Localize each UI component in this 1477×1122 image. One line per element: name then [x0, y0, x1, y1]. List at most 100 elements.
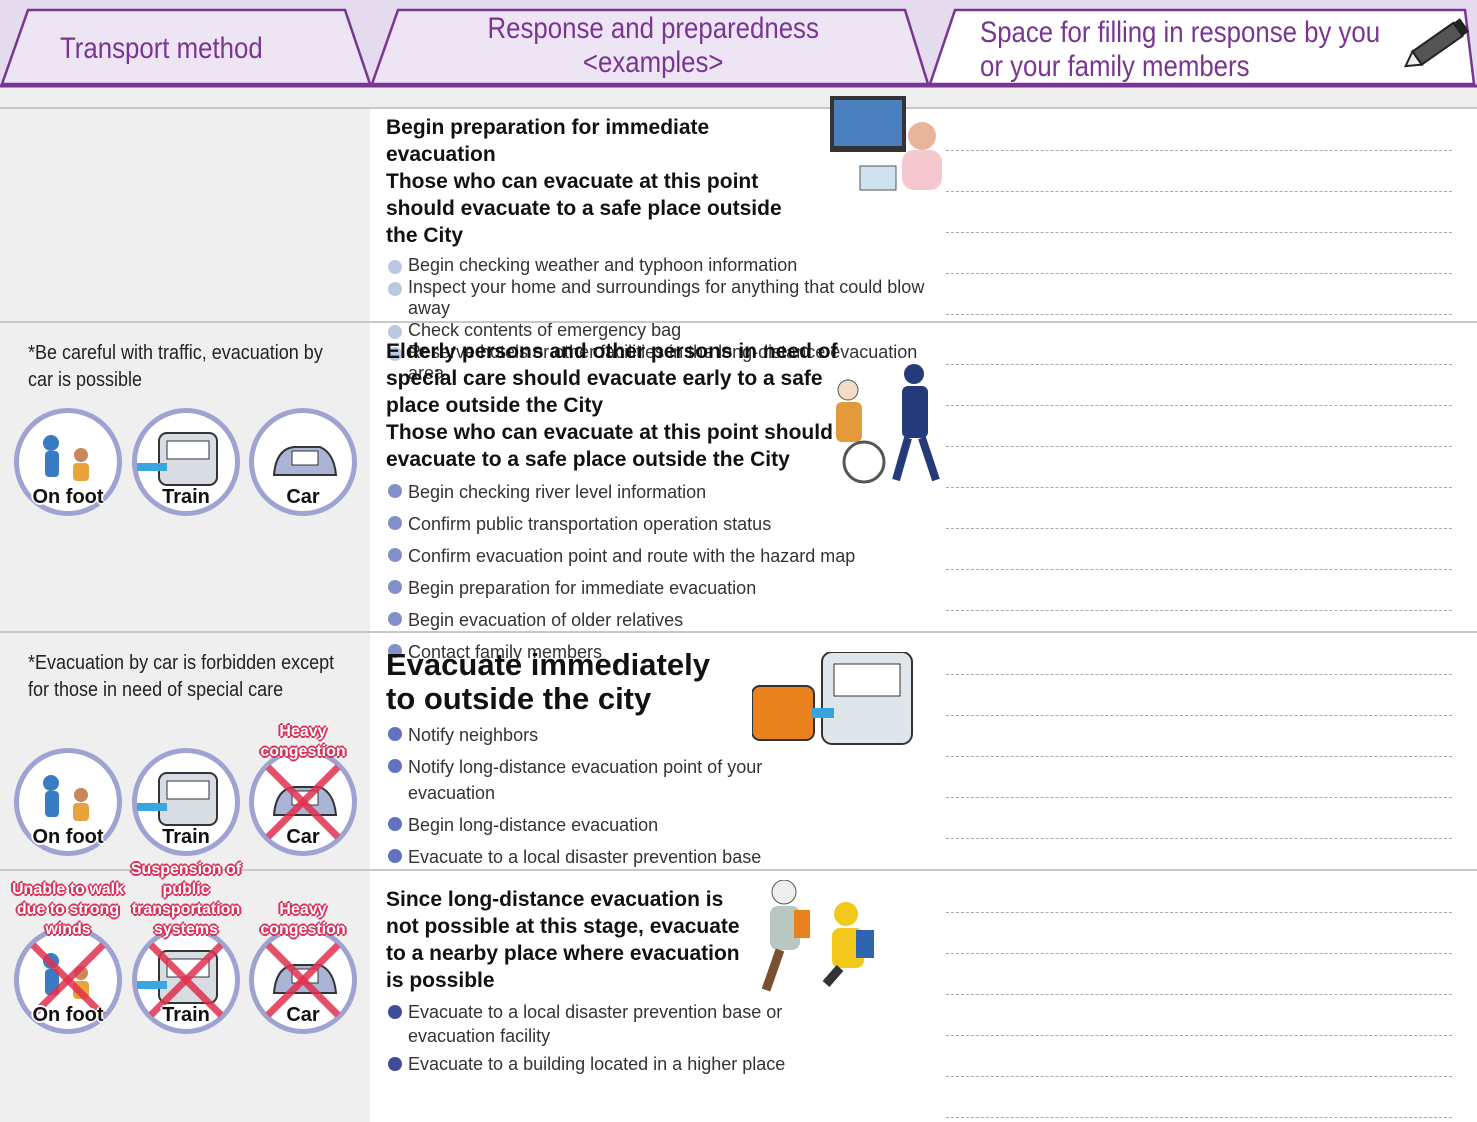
bullet-dot	[388, 325, 402, 339]
bullet-text: Notify neighbors	[408, 725, 539, 745]
illustration	[830, 96, 942, 191]
response-heading: Elderly persons and other persons in nee…	[386, 338, 846, 473]
mode-label: Car	[286, 486, 320, 508]
bullet-text: Begin preparation for immediate evacuati…	[408, 578, 757, 598]
illustration	[752, 652, 913, 745]
bullet-dot	[388, 727, 402, 741]
bullet-dot	[388, 612, 402, 626]
fill-in-line	[946, 446, 1452, 447]
fill-in-line	[946, 487, 1452, 488]
fill-in-line	[946, 405, 1452, 406]
fill-in-cell	[940, 632, 1477, 870]
mode-status: Heavy congestion	[260, 723, 346, 760]
bullet-text: Confirm public transportation operation …	[408, 514, 772, 534]
mode-picture	[137, 772, 218, 826]
row-divider	[0, 321, 1477, 323]
bullet-text: Contact family members	[408, 642, 603, 662]
bullet-text: Begin checking river level information	[408, 482, 707, 502]
fill-in-line	[946, 674, 1452, 675]
bullet-dot	[388, 548, 402, 562]
bullet-item: Begin long-distance evacuation	[386, 812, 768, 838]
bullet-text: Begin long-distance evacuation	[408, 815, 659, 835]
mode-icon: Car	[249, 926, 357, 1034]
illustration	[761, 880, 874, 992]
bullet-dot	[388, 260, 402, 274]
mode-status: Unable to walk due to strong winds	[11, 881, 125, 938]
bullet-item: Confirm public transportation operation …	[386, 511, 868, 537]
bullet-item: Inspect your home and surroundings for a…	[386, 277, 948, 319]
mode-icon: Train	[132, 748, 240, 856]
mode-label: Train	[162, 826, 210, 848]
mode-picture	[137, 942, 224, 1018]
bullet-item: Notify long-distance evacuation point of…	[386, 754, 768, 806]
row-divider	[0, 869, 1477, 871]
mode-picture	[265, 764, 341, 840]
fill-in-line	[946, 1035, 1452, 1036]
bullet-item: Evacuate to a local disaster prevention …	[386, 1000, 788, 1048]
mode-label: On foot	[32, 486, 104, 508]
fill-in-line	[946, 528, 1452, 529]
response-block: Begin preparation for immediate evacuati…	[386, 114, 936, 385]
bullet-dot	[388, 484, 402, 498]
fill-in-line	[946, 994, 1452, 995]
bullet-text: Inspect your home and surroundings for a…	[408, 277, 925, 318]
mode-icon: On foot	[14, 408, 122, 516]
row-divider	[0, 631, 1477, 633]
response-heading: Begin preparation for immediate evacuati…	[386, 114, 806, 249]
bullet-dot	[388, 759, 402, 773]
fill-in-line	[946, 756, 1452, 757]
header-band	[0, 0, 1477, 108]
transport-note: *Evacuation by car is forbidden except f…	[28, 652, 335, 701]
response-heading: Since long-distance evacuation is not po…	[386, 886, 746, 994]
heading-text: Those who can evacuate at this point sho…	[386, 421, 833, 471]
fill-in-line	[946, 191, 1452, 192]
bullet-item: Begin preparation for immediate evacuati…	[386, 575, 868, 601]
fill-in-line	[946, 797, 1452, 798]
mode-status: Heavy congestion	[260, 901, 346, 938]
mode-label: On foot	[32, 1004, 104, 1026]
transport-cell	[0, 108, 370, 322]
mode-status: Suspension of public transportation syst…	[130, 861, 242, 938]
fill-in-line	[946, 1117, 1452, 1118]
bullet-text: Begin checking weather and typhoon infor…	[408, 255, 798, 275]
bullet-dot	[388, 1057, 402, 1071]
fill-in-line	[946, 569, 1452, 570]
mode-label: Car	[286, 826, 320, 848]
fill-in-line	[946, 953, 1452, 954]
bullet-item: Begin evacuation of older relatives	[386, 607, 868, 633]
row-divider	[0, 107, 1477, 109]
bullet-dot	[388, 282, 402, 296]
mode-icon: Car	[249, 748, 357, 856]
fill-in-line	[946, 232, 1452, 233]
mode-picture	[265, 942, 341, 1018]
bullet-dot	[388, 347, 402, 361]
heading-text: Begin preparation for immediate evacuati…	[386, 116, 710, 166]
fill-in-line	[946, 314, 1452, 315]
bullet-text: Evacuate to a building located in a high…	[408, 1054, 786, 1074]
mode-icon: Car	[249, 408, 357, 516]
fill-in-line	[946, 610, 1452, 611]
fill-in-line	[946, 1076, 1452, 1077]
bullet-dot	[388, 516, 402, 530]
mode-picture	[43, 775, 89, 821]
bullet-text: Evacuate to a local disaster prevention …	[408, 1002, 783, 1046]
bullet-item: Confirm evacuation point and route with …	[386, 543, 868, 569]
response-block: Since long-distance evacuation is not po…	[386, 886, 936, 1080]
bullet-text: Notify long-distance evacuation point of…	[408, 757, 763, 803]
bullet-dot	[388, 1005, 402, 1019]
mode-picture	[43, 435, 89, 481]
bullet-text: Check contents of emergency bag	[408, 320, 682, 340]
illustration	[836, 364, 940, 484]
bullet-text: Confirm evacuation point and route with …	[408, 546, 856, 566]
response-block: Elderly persons and other persons in nee…	[386, 338, 936, 671]
header-col-1: Transport method	[60, 32, 263, 65]
transport-note: *Be careful with traffic, evacuation by …	[28, 342, 323, 391]
response-block: Evacuate immediately to outside the city…	[386, 648, 936, 876]
bullet-dot	[388, 580, 402, 594]
fill-in-line	[946, 912, 1452, 913]
bullet-dot	[388, 817, 402, 831]
mode-icon: On foot	[14, 748, 122, 856]
bullet-item: Check contents of emergency bag	[386, 320, 948, 341]
mode-picture	[272, 446, 338, 476]
mode-icon: Train	[132, 408, 240, 516]
